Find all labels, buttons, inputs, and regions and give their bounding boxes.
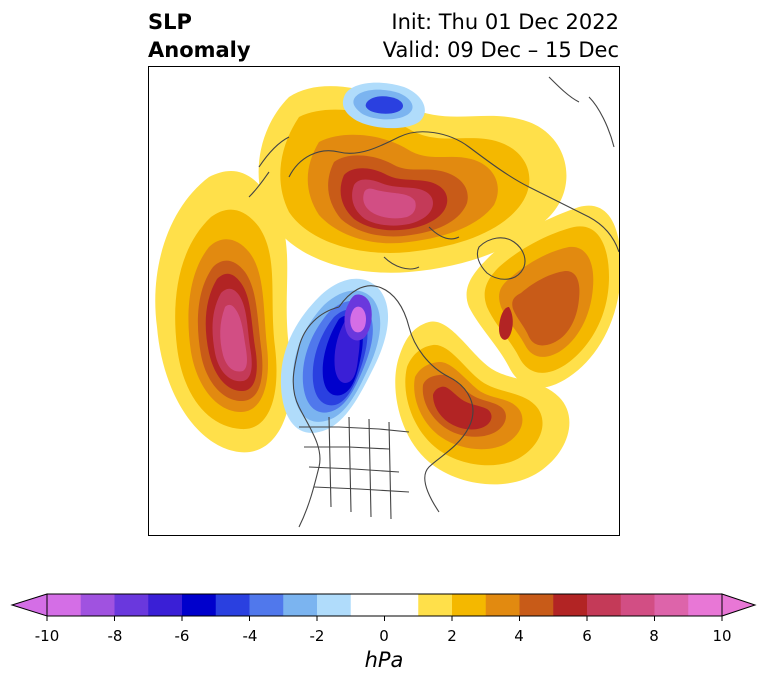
labrador-high (395, 321, 570, 485)
colorbar-tick: -2 (309, 627, 325, 645)
colorbar-unit-label: hPa (364, 648, 404, 672)
colorbar-segment (317, 594, 352, 616)
greenland-east-high (466, 205, 619, 388)
western-canada-low (280, 278, 389, 433)
barents-low (342, 82, 425, 129)
chart-title-left: SLP Anomaly (148, 8, 251, 64)
anomaly-map (155, 76, 619, 528)
colorbar-segment (114, 594, 149, 616)
colorbar-tick: -4 (242, 627, 258, 645)
colorbar-tick: 10 (712, 627, 732, 645)
colorbar-segment (553, 594, 588, 616)
title-slp: SLP (148, 10, 192, 34)
colorbar-segment (384, 594, 419, 616)
colorbar-tick: 2 (447, 627, 457, 645)
colorbar-tick: 6 (582, 627, 592, 645)
colorbar-extend-under (10, 593, 48, 617)
map-panel (148, 66, 620, 536)
colorbar-segment (148, 594, 183, 616)
colorbar-segment (452, 594, 487, 616)
colorbar-segment (249, 594, 284, 616)
colorbar-segment (350, 594, 385, 616)
colorbar (10, 593, 757, 621)
colorbar-segment (182, 594, 217, 616)
colorbar-segment (654, 594, 689, 616)
colorbar-segment (688, 594, 723, 616)
colorbar-extend-over (721, 593, 757, 617)
colorbar-segment (283, 594, 318, 616)
colorbar-segment (418, 594, 453, 616)
colorbar-segment (215, 594, 250, 616)
colorbar-tick: 4 (514, 627, 524, 645)
colorbar-segment (620, 594, 655, 616)
colorbar-tick: 0 (379, 627, 389, 645)
colorbar-segment (587, 594, 622, 616)
title-anomaly: Anomaly (148, 38, 251, 62)
colorbar-segment (80, 594, 115, 616)
north-pacific-high (155, 171, 292, 453)
coastlines (248, 76, 619, 528)
colorbar-tick: -8 (107, 627, 123, 645)
colorbar-segment (47, 594, 82, 616)
colorbar-segment (519, 594, 554, 616)
colorbar-tick: -6 (174, 627, 190, 645)
init-date: Init: Thu 01 Dec 2022 (391, 10, 619, 34)
colorbar-tick: -10 (34, 627, 60, 645)
siberia-arctic-high (258, 86, 567, 273)
colorbar-segment (485, 594, 520, 616)
valid-range: Valid: 09 Dec – 15 Dec (382, 38, 619, 62)
colorbar-tick: 8 (649, 627, 659, 645)
chart-title-right: Init: Thu 01 Dec 2022 Valid: 09 Dec – 15… (383, 8, 619, 64)
